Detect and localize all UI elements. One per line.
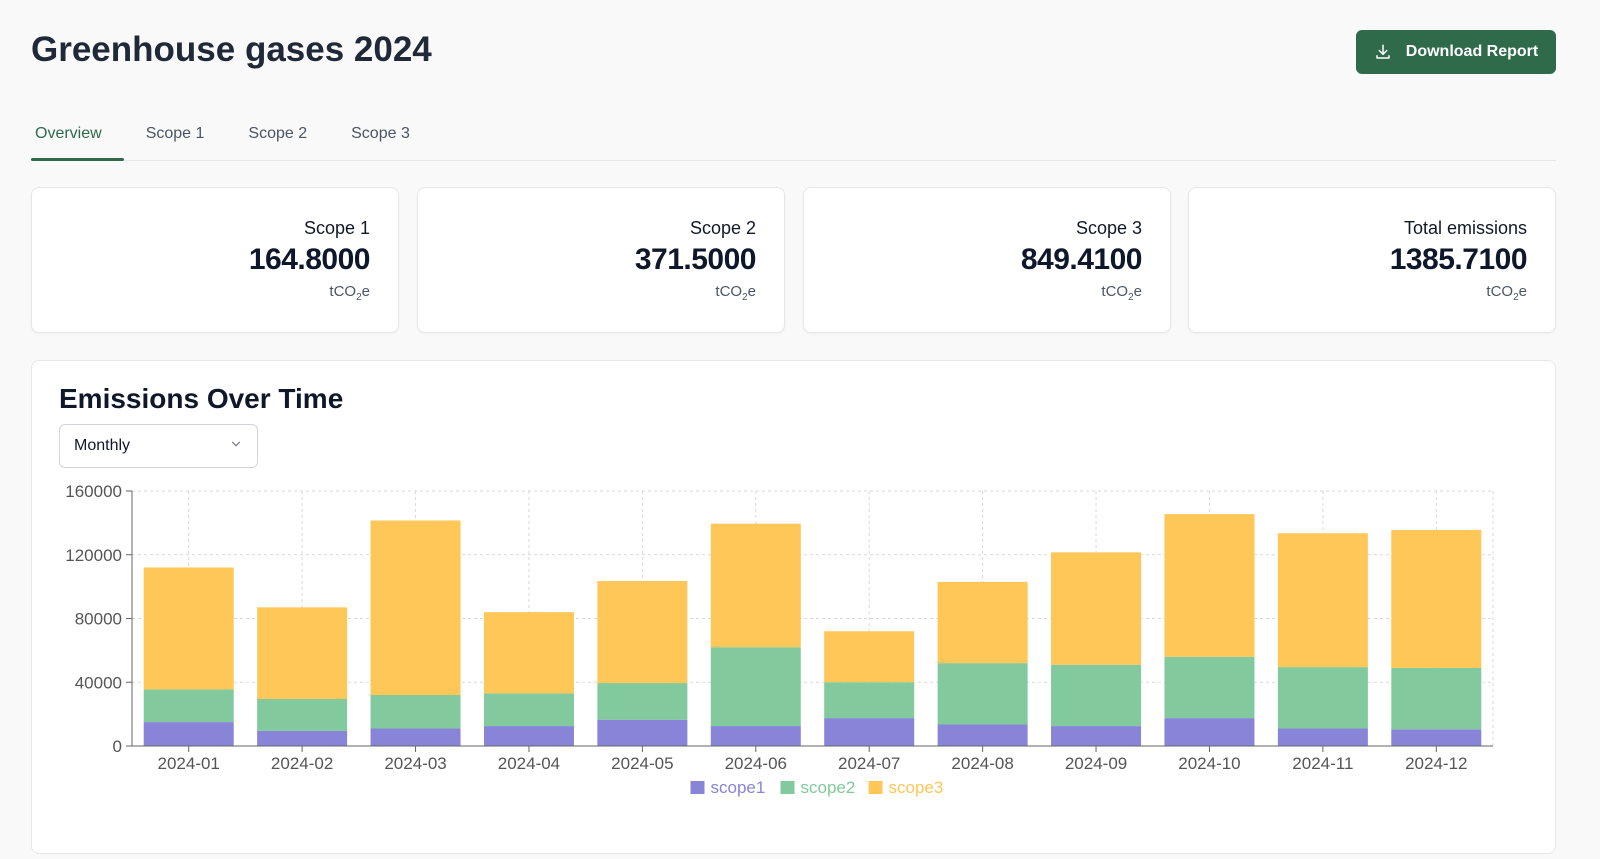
bar-scope3 [710, 523, 801, 648]
bar-scope2 [710, 647, 801, 727]
bar-scope3 [937, 581, 1028, 664]
bar-scope1 [824, 718, 915, 746]
emissions-over-time-panel: Emissions Over Time Monthly 0 40000 80000 1… [31, 360, 1556, 854]
legend-label-scope2: scope2 [801, 778, 856, 797]
tab-scope-1[interactable]: Scope 1 [145, 125, 205, 142]
bar-scope3 [1277, 533, 1368, 668]
card-label: Scope 3 [1075, 218, 1142, 238]
y-tick-label: 0 [113, 737, 122, 756]
card-value: 1385.7100 [1389, 243, 1528, 276]
bar-scope2 [824, 682, 915, 719]
x-tick-label: 2024-01 [158, 754, 220, 773]
tab-overview[interactable]: Overview [31, 108, 124, 161]
period-select[interactable]: Monthly [59, 424, 258, 468]
bar-scope2 [143, 689, 234, 723]
bar-scope2 [483, 693, 574, 727]
card-label: Scope 1 [303, 218, 370, 238]
bar-scope2 [597, 683, 688, 720]
x-tick-label: 2024-05 [611, 754, 673, 773]
summary-cards: Scope 1 164.8000 tCO2e Scope 2 371.5000 … [31, 187, 1556, 333]
bar-scope2 [937, 663, 1028, 725]
x-tick-label: 2024-09 [1065, 754, 1127, 773]
bar-scope3 [257, 607, 348, 699]
bar-scope1 [370, 728, 461, 746]
scope1-card: Scope 1 164.8000 tCO2e [31, 187, 399, 333]
bar-scope3 [1164, 514, 1255, 657]
bar-scope2 [1277, 667, 1368, 729]
card-value: 849.4100 [1020, 243, 1143, 276]
x-tick-label: 2024-06 [725, 754, 787, 773]
legend-label-scope1: scope1 [711, 778, 766, 797]
x-tick-label: 2024-04 [498, 754, 560, 773]
card-value: 164.8000 [248, 243, 371, 276]
total-emissions-card: Total emissions 1385.7100 tCO2e [1188, 187, 1556, 333]
chart-title: Emissions Over Time [59, 383, 344, 414]
x-tick-label: 2024-07 [838, 754, 900, 773]
card-label: Total emissions [1403, 218, 1527, 238]
bar-scope3 [1391, 530, 1482, 668]
bar-scope1 [1391, 729, 1482, 746]
bar-scope1 [143, 722, 234, 746]
legend-swatch-scope2 [780, 781, 795, 794]
bar-scope2 [1391, 667, 1482, 730]
scope3-card: Scope 3 849.4100 tCO2e [803, 187, 1171, 333]
bar-scope1 [483, 726, 574, 746]
card-value: 371.5000 [634, 243, 757, 276]
bar-scope1 [937, 724, 1028, 746]
y-tick-label: 120000 [65, 546, 122, 565]
scope2-card: Scope 2 371.5000 tCO2e [417, 187, 785, 333]
card-unit: tCO2e [715, 283, 756, 303]
bar-scope1 [257, 730, 348, 746]
bar-scope1 [597, 719, 688, 746]
x-tick-label: 2024-03 [384, 754, 446, 773]
bar-scope3 [597, 581, 688, 684]
x-tick-label: 2024-12 [1405, 754, 1467, 773]
bar-scope2 [1051, 664, 1142, 727]
bar-scope1 [710, 726, 801, 746]
bar-scope2 [1164, 656, 1255, 719]
tab-scope-2[interactable]: Scope 2 [248, 125, 308, 142]
bar-scope3 [483, 612, 574, 694]
tab-bar: Overview Scope 1 Scope 2 Scope 3 [31, 108, 1556, 161]
y-tick-label: 80000 [75, 610, 122, 629]
bar-scope3 [1051, 552, 1142, 665]
x-tick-label: 2024-11 [1292, 754, 1353, 773]
card-unit: tCO2e [1101, 283, 1142, 303]
tab-scope-3[interactable]: Scope 3 [351, 125, 410, 142]
bar-scope1 [1277, 728, 1368, 746]
period-select-value: Monthly [74, 437, 131, 454]
x-tick-label: 2024-02 [271, 754, 333, 773]
card-unit: tCO2e [1486, 283, 1527, 303]
y-tick-label: 40000 [75, 673, 122, 692]
bar-scope1 [1051, 726, 1142, 746]
legend-swatch-scope1 [690, 781, 705, 794]
x-tick-label: 2024-08 [951, 754, 1013, 773]
x-tick-label: 2024-10 [1178, 754, 1240, 773]
bar-scope3 [824, 631, 915, 683]
bar-scope3 [370, 520, 461, 695]
legend-swatch-scope3 [868, 781, 883, 794]
page-title: Greenhouse gases 2024 [31, 30, 432, 69]
chevron-down-icon [229, 437, 243, 456]
bar-scope2 [257, 698, 348, 731]
bar-scope1 [1164, 718, 1255, 746]
emissions-bar-chart: 0 40000 80000 120000 160000 2024-01 2024-02 202… [65, 482, 1494, 797]
bar-scope3 [143, 567, 234, 690]
download-report-label: Download Report [1405, 43, 1539, 60]
legend-label-scope3: scope3 [889, 778, 944, 797]
download-report-button[interactable]: Download Report [1356, 30, 1556, 74]
download-icon [1374, 43, 1392, 61]
bar-scope2 [370, 695, 461, 729]
y-tick-label: 160000 [65, 482, 122, 501]
card-unit: tCO2e [329, 283, 370, 303]
card-label: Scope 2 [689, 218, 756, 238]
